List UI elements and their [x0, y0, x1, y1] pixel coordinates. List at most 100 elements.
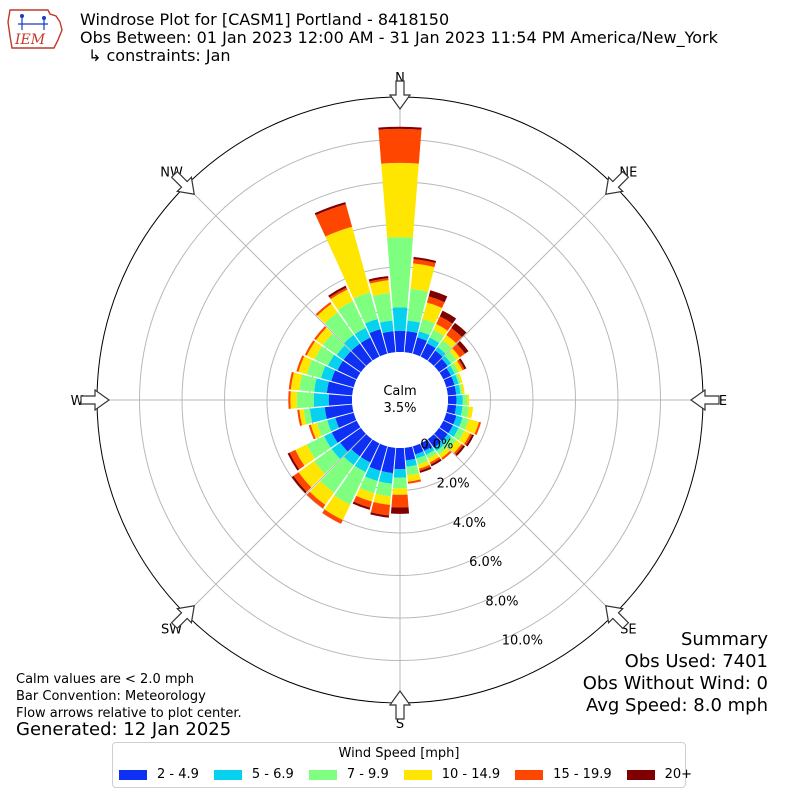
legend-label: 15 - 19.9: [553, 767, 612, 782]
legend-label: 7 - 9.9: [346, 767, 389, 782]
bar-segment-0-bin-4: [378, 128, 422, 164]
bar-segment-200-bin-2: [359, 476, 378, 494]
bar-segment-250-bin-2: [316, 420, 332, 436]
radial-tick-label: 0.0%: [420, 437, 453, 452]
bar-segment-0-bin-3: [381, 162, 419, 238]
bar-segment-20-bin-2: [419, 318, 435, 336]
bar-segment-40-bin-1: [435, 347, 446, 357]
legend-item-0: 2 - 4.9: [119, 767, 199, 782]
bar-segment-320-bin-4: [315, 302, 332, 316]
bar-segment-20-bin-3: [422, 302, 443, 324]
bar-segment-80-bin-0: [446, 385, 457, 396]
bar-segment-350-bin-4: [369, 278, 389, 284]
bar-segment-10-bin-0: [404, 331, 418, 354]
legend-item-2: 7 - 9.9: [308, 767, 389, 782]
calm-label: Calm: [383, 384, 416, 399]
bar-segment-270-bin-1: [313, 393, 329, 407]
bar-segment-130-bin-3: [449, 440, 462, 454]
bar-segment-350-bin-3: [369, 280, 390, 296]
bar-segment-330-bin-4: [329, 287, 348, 300]
bar-segment-290-bin-0: [331, 370, 357, 388]
bar-segment-100-bin-2: [460, 405, 469, 418]
bar-segment-220-bin-4: [306, 491, 326, 509]
flow-arrow-NE-icon: [605, 170, 630, 195]
flow-arrow-SE-icon: [605, 605, 630, 630]
bar-segment-30-bin-1: [427, 337, 440, 349]
bar-segment-230-bin-3: [298, 461, 325, 488]
bar-segment-270-bin-2: [296, 391, 315, 409]
calm-disc: [352, 352, 448, 448]
bar-segment-330-bin-2: [337, 301, 366, 335]
bar-segment-290-bin-4: [296, 355, 305, 372]
bar-segment-190-bin-4: [370, 501, 390, 516]
bar-segment-270-bin-3: [290, 391, 298, 409]
bar-segment-50-bin-3: [449, 348, 460, 360]
bar-segment-210-bin-2: [334, 465, 366, 505]
bar-segment-240-bin-2: [306, 436, 331, 459]
bar-segment-210-bin-4: [322, 509, 343, 524]
bar-segment-180-bin-1: [393, 469, 407, 478]
grid-spoke: [185, 185, 367, 367]
bar-segment-330-bin-0: [360, 337, 380, 361]
bar-segment-60-bin-1: [446, 365, 455, 376]
bar-segment-50-bin-2: [444, 351, 457, 364]
bar-segment-0-bin-2: [387, 237, 413, 308]
bar-segment-300-bin-4: [304, 340, 315, 356]
bar-segment-210-bin-1: [354, 457, 371, 473]
bar-segment-330-bin-1: [354, 327, 371, 343]
bar-segment-180-bin-4: [391, 494, 409, 508]
legend-label: 10 - 14.9: [441, 767, 501, 782]
legend: Wind Speed [mph] 2 - 4.9 5 - 6.9 7 - 9.9 10…: [112, 742, 692, 788]
bar-segment-130-bin-2: [444, 436, 457, 449]
bar-segment-160-bin-5: [419, 466, 432, 473]
direction-label-S: S: [396, 717, 404, 732]
bar-segment-140-bin-3: [438, 447, 451, 459]
bar-segment-90-bin-2: [462, 394, 468, 406]
bar-segment-20-bin-1: [417, 331, 430, 341]
bar-segment-60-bin-2: [450, 363, 459, 374]
bar-segment-180-bin-2: [392, 477, 408, 489]
bar-segment-140-bin-4: [441, 450, 452, 460]
bar-segment-280-bin-0: [326, 381, 354, 396]
bar-segment-20-bin-5: [428, 290, 448, 303]
bar-segment-200-bin-5: [352, 501, 371, 510]
legend-item-3: 10 - 14.9: [403, 767, 501, 782]
bar-segment-220-bin-1: [343, 449, 360, 466]
bar-segment-250-bin-3: [310, 422, 322, 439]
chart-constraints: ↳ constraints: Jan: [88, 46, 231, 65]
direction-label-N: N: [395, 71, 405, 86]
bar-segment-60-bin-4: [457, 359, 465, 371]
bar-segment-150-bin-0: [420, 439, 433, 452]
bar-segment-120-bin-5: [465, 434, 475, 447]
bar-segment-280-bin-2: [299, 374, 317, 392]
bar-segment-0-bin-0: [394, 330, 406, 353]
bar-segment-110-bin-2: [459, 417, 469, 430]
bar-segment-190-bin-2: [375, 481, 393, 497]
legend-swatch: [213, 769, 242, 780]
bar-segment-120-bin-4: [464, 433, 473, 446]
bar-segment-40-bin-4: [446, 328, 462, 344]
calm-value: 3.5%: [383, 401, 416, 416]
bar-segment-260-bin-0: [324, 404, 354, 419]
flow-arrow-NW-icon: [170, 170, 195, 195]
bar-segment-50-bin-1: [441, 355, 452, 366]
bar-segment-110-bin-0: [443, 412, 457, 425]
bar-segment-320-bin-2: [324, 312, 354, 344]
bar-segment-0-bin-5: [378, 126, 422, 130]
bar-segment-230-bin-2: [314, 448, 341, 474]
legend-swatch: [515, 769, 544, 780]
bar-segment-310-bin-1: [336, 345, 351, 360]
bar-segment-20-bin-0: [412, 337, 428, 357]
bar-segment-70-bin-3: [457, 372, 463, 384]
bar-segment-130-bin-0: [434, 427, 448, 442]
legend-title: Wind Speed [mph]: [338, 746, 460, 761]
bar-segment-150-bin-4: [429, 457, 441, 465]
bar-segment-30-bin-4: [436, 316, 453, 331]
bar-segment-20-bin-4: [426, 296, 445, 309]
bar-segment-350-bin-0: [382, 331, 396, 354]
bar-segment-310-bin-4: [314, 326, 327, 341]
bar-segment-340-bin-4: [315, 204, 353, 237]
bar-segment-10-bin-3: [410, 263, 435, 292]
bar-segment-310-bin-3: [315, 327, 333, 346]
bar-segment-330-bin-3: [330, 289, 353, 310]
